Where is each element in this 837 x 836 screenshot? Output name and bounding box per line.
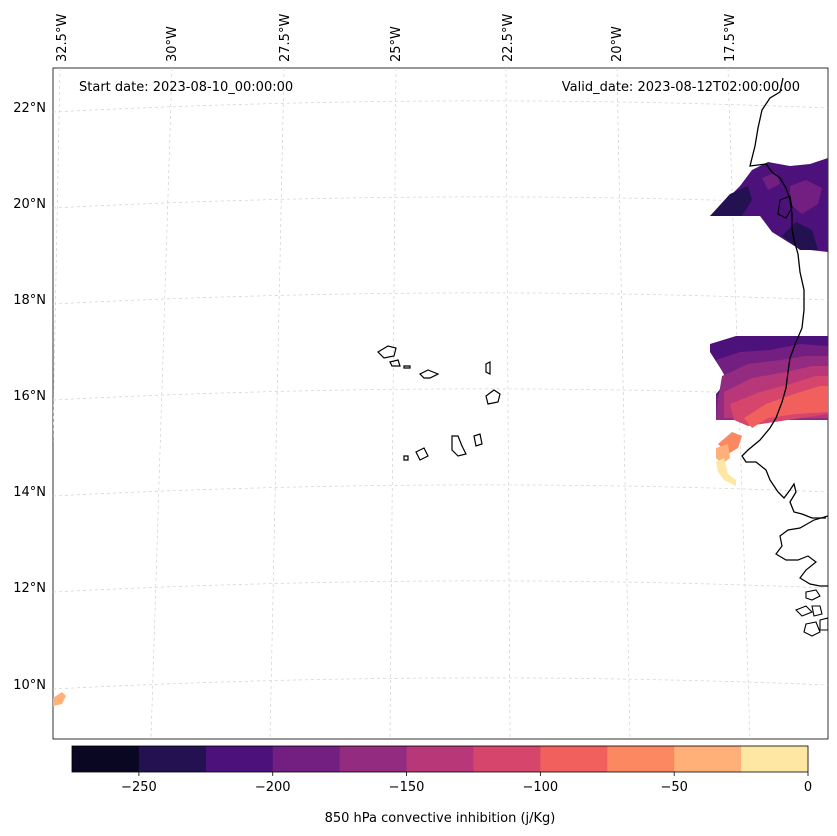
cin-field-north-dark — [710, 186, 752, 216]
colorbar: −250 −200 −150 −100 −50 0 — [71, 745, 812, 795]
lat-label-14n: 14°N — [13, 485, 46, 500]
parallel-16n — [53, 388, 828, 401]
colorbar-segment — [473, 746, 541, 772]
parallel-10n — [53, 677, 828, 690]
cin-band-9 — [716, 458, 736, 486]
lat-label-18n: 18°N — [13, 293, 46, 308]
colorbar-segment — [607, 746, 675, 772]
meridian-30w — [150, 68, 173, 739]
colorbar-segment — [674, 746, 742, 772]
colorbar-segment — [272, 746, 341, 772]
island-santiago — [451, 435, 467, 457]
meridian-25w — [389, 68, 397, 739]
island-bijagos-1 — [805, 589, 821, 601]
island-bijagos-3 — [811, 605, 823, 617]
colorbar-frame — [71, 745, 809, 773]
parallel-20n — [53, 196, 828, 209]
cin-band-6 — [744, 386, 828, 428]
island-sao-nicolau — [418, 369, 440, 379]
island-maio — [473, 433, 483, 447]
lon-label-30w: 30°W — [165, 26, 180, 62]
lon-label-25w: 25°W — [389, 26, 404, 62]
parallel-12n — [53, 580, 828, 593]
map-area — [52, 67, 829, 740]
parallel-gridlines — [53, 100, 828, 690]
island-bijagos-4 — [803, 621, 821, 637]
lat-label-22n: 22°N — [13, 101, 46, 116]
guinea-bissau-coastline — [775, 515, 828, 587]
island-bijagos-5 — [819, 617, 828, 631]
africa-coastline — [741, 77, 826, 519]
island-sal — [485, 361, 491, 375]
colorbar-segment — [205, 746, 274, 772]
meridian-27.5w — [269, 68, 285, 739]
lagoon — [777, 195, 793, 219]
lon-label-32.5w: 32.5°W — [55, 14, 70, 62]
cin-south-cluster — [710, 336, 828, 486]
colorbar-segment — [72, 746, 140, 772]
island-sao-vicente — [389, 359, 401, 367]
colorbar-tick-label: 0 — [804, 780, 812, 795]
parallel-22n — [53, 100, 828, 113]
cin-field-north-light — [790, 180, 822, 214]
island-bijagos-2 — [795, 605, 813, 617]
meridian-17.5w — [727, 68, 751, 739]
lon-label-17.5w: 17.5°W — [723, 14, 738, 62]
colorbar-tick-label: −50 — [660, 780, 687, 795]
bijagos-islands — [795, 589, 828, 637]
cin-field-north-light-2 — [762, 172, 780, 190]
lon-label-27.5w: 27.5°W — [278, 14, 293, 62]
cin-band-8 — [716, 444, 730, 464]
parallel-18n — [53, 292, 828, 305]
colorbar-tick-label: −100 — [523, 780, 559, 795]
cin-field-north-dark-2 — [782, 222, 818, 250]
lat-label-12n: 12°N — [13, 581, 46, 596]
valid-date-label: Valid_date: 2023-08-12T02:00:00.00 — [562, 80, 800, 95]
colorbar-segment — [741, 746, 809, 772]
lat-label-20n: 20°N — [13, 197, 46, 212]
lon-label-20w: 20°W — [610, 26, 625, 62]
parallel-14n — [53, 484, 828, 497]
island-santo-antao — [377, 345, 397, 359]
colorbar-segment — [406, 746, 474, 772]
island-fogo — [415, 447, 429, 461]
colorbar-tick-label: −150 — [389, 780, 425, 795]
island-boa-vista — [485, 389, 501, 405]
meridian-20w — [616, 68, 631, 739]
cape-verde-islands — [377, 345, 501, 461]
colorbar-segment — [540, 746, 608, 772]
cin-sw-patch — [53, 692, 66, 706]
lat-label-10n: 10°N — [13, 678, 46, 693]
island-santa-luzia — [403, 365, 411, 369]
lat-label-16n: 16°N — [13, 389, 46, 404]
colorbar-segment — [339, 746, 408, 772]
colorbar-tick-label: −250 — [121, 780, 157, 795]
meridian-22.5w — [505, 68, 511, 739]
start-date-label: Start date: 2023-08-10_00:00:00 — [79, 80, 293, 95]
colorbar-segment — [138, 746, 207, 772]
colorbar-label: 850 hPa convective inhibition (j/Kg) — [325, 811, 556, 826]
island-brava — [403, 455, 409, 461]
cin-north-cluster — [710, 158, 828, 252]
lon-label-22.5w: 22.5°W — [501, 14, 516, 62]
meridian-gridlines — [53, 68, 751, 739]
colorbar-tick-label: −200 — [255, 780, 291, 795]
